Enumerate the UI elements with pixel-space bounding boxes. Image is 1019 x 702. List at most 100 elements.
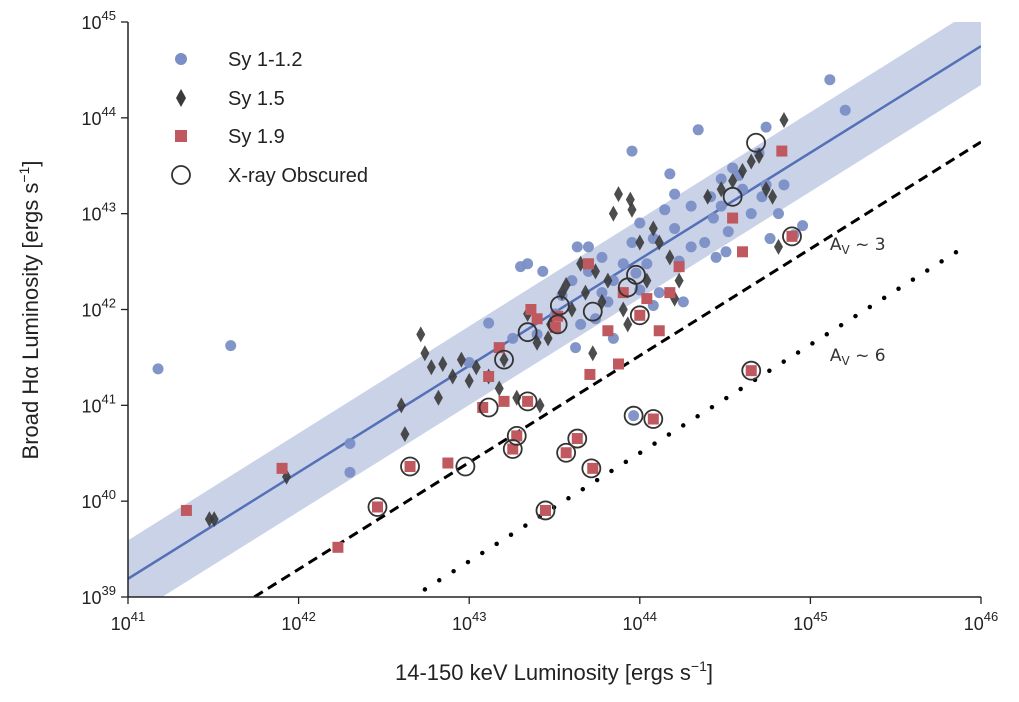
- legend-marker-sy15: [176, 89, 186, 107]
- point-square-13: [531, 313, 543, 325]
- annotations: AV ~ 3 AV ~ 6: [830, 235, 886, 368]
- point-diamond-12: [464, 372, 474, 389]
- point-diamond-23: [576, 255, 586, 272]
- point-diamond-16: [499, 351, 509, 368]
- point-diamond-37: [648, 220, 658, 237]
- point-diamond-24: [580, 284, 590, 301]
- x-axis-label: 14-150 keV Luminosity [ergs s−1]: [395, 658, 713, 685]
- x-tick-label-5: 1046: [964, 609, 999, 634]
- point-circle-30: [634, 217, 646, 229]
- point-open-circle-15: [582, 301, 603, 322]
- point-diamond-6: [420, 345, 430, 362]
- y-tick-label-2: 1041: [82, 391, 117, 416]
- point-open-circle-20: [643, 409, 664, 429]
- point-circle-61: [797, 220, 809, 232]
- point-square-36: [498, 395, 510, 407]
- point-open-circle-5: [502, 439, 523, 459]
- point-circle-47: [715, 200, 727, 212]
- point-circle-3: [344, 466, 356, 478]
- point-diamond-5: [416, 326, 426, 343]
- point-circle-56: [760, 121, 772, 133]
- point-square-10: [511, 430, 523, 442]
- point-diamond-45: [738, 162, 748, 179]
- legend-label-sy15: Sy 1.5: [228, 88, 285, 110]
- point-square-22: [602, 325, 614, 337]
- point-circle-42: [692, 124, 704, 136]
- point-square-11: [522, 395, 534, 407]
- point-circle-64: [722, 226, 734, 238]
- reference-line-2: [422, 244, 967, 592]
- point-diamond-35: [635, 234, 645, 251]
- x-tick-label-3: 1044: [623, 609, 658, 634]
- point-diamond-34: [627, 201, 637, 218]
- point-circle-36: [664, 168, 676, 180]
- y-axis-ticks: 1039 1040 1041 1042 1043 1044 1045: [82, 8, 128, 608]
- x-axis-ticks: 1041 1042 1043 1044 1045 1046: [111, 597, 999, 634]
- y-tick-label-4: 1043: [82, 200, 117, 225]
- point-square-35: [786, 230, 798, 242]
- point-open-circle-4: [494, 349, 514, 370]
- point-circle-37: [669, 188, 681, 200]
- legend-label-sy1: Sy 1-1.2: [228, 49, 302, 71]
- point-square-2: [332, 541, 344, 553]
- point-square-0: [180, 504, 192, 516]
- point-diamond-11: [456, 351, 466, 368]
- point-square-27: [647, 413, 659, 425]
- point-square-14: [539, 504, 551, 516]
- point-circle-2: [344, 437, 356, 449]
- point-circle-25: [617, 258, 629, 270]
- point-diamond-49: [768, 188, 778, 205]
- point-circle-58: [772, 208, 784, 220]
- point-open-circle-11: [549, 295, 570, 316]
- point-diamond-42: [703, 188, 713, 205]
- point-circle-57: [764, 233, 776, 245]
- point-diamond-52: [535, 397, 545, 414]
- point-diamond-15: [494, 380, 504, 397]
- point-square-21: [587, 462, 599, 474]
- point-square-24: [617, 287, 629, 299]
- point-circle-6: [507, 332, 519, 344]
- point-circle-62: [824, 74, 836, 86]
- point-circle-5: [483, 317, 495, 329]
- point-diamond-7: [426, 359, 436, 376]
- point-diamond-38: [654, 234, 664, 251]
- point-circle-31: [641, 258, 653, 270]
- y-tick-label-0: 1039: [82, 583, 117, 608]
- point-diamond-41: [674, 272, 684, 289]
- point-diamond-48: [761, 181, 771, 198]
- point-square-34: [776, 145, 788, 157]
- point-circle-35: [659, 204, 671, 216]
- point-circle-19: [590, 313, 602, 325]
- point-circle-52: [745, 208, 757, 220]
- point-open-circle-10: [547, 314, 568, 335]
- point-circle-22: [602, 296, 614, 308]
- point-square-5: [442, 457, 454, 469]
- point-circle-15: [571, 241, 583, 253]
- point-diamond-8: [433, 389, 443, 406]
- point-circle-49: [727, 162, 739, 174]
- point-open-circle-22: [741, 360, 762, 381]
- legend: Sy 1-1.2 Sy 1.5 Sy 1.9 X-ray Obscured: [171, 49, 368, 187]
- legend-label-obscured: X-ray Obscured: [228, 165, 368, 187]
- point-open-circle-0: [367, 497, 388, 517]
- y-tick-label-5: 1044: [82, 104, 117, 129]
- point-circle-41: [685, 200, 697, 212]
- point-diamond-50: [773, 238, 783, 255]
- y-tick-label-6: 1045: [82, 8, 117, 33]
- point-circle-20: [596, 287, 608, 299]
- point-diamond-30: [613, 186, 623, 203]
- point-open-circle-8: [517, 322, 538, 343]
- point-open-circle-17: [626, 264, 646, 285]
- point-square-7: [483, 370, 495, 382]
- point-square-33: [745, 365, 757, 377]
- point-square-17: [560, 447, 572, 459]
- point-square-18: [571, 433, 583, 445]
- y-tick-label-3: 1042: [82, 296, 117, 321]
- point-circle-28: [630, 267, 642, 279]
- point-open-circle-6: [506, 425, 527, 446]
- point-diamond-28: [603, 272, 613, 289]
- point-circle-43: [699, 237, 711, 249]
- point-square-20: [584, 368, 596, 380]
- point-diamond-13: [471, 359, 481, 376]
